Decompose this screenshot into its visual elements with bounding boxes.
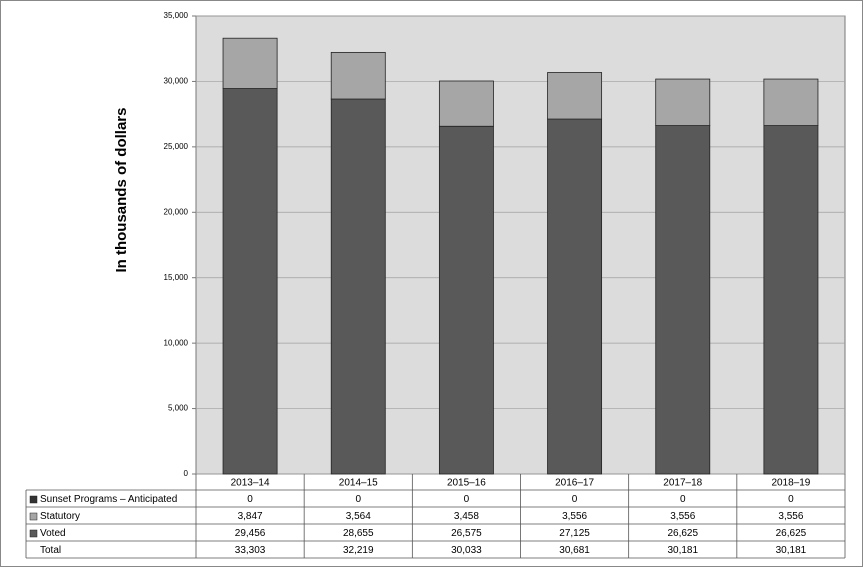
y-tick-label: 15,000: [164, 273, 189, 282]
table-value: 0: [680, 494, 686, 505]
x-tick-label: 2014–15: [339, 478, 378, 489]
total-value: 30,181: [667, 545, 698, 556]
table-value: 26,625: [667, 528, 698, 539]
total-label: Total: [40, 545, 61, 556]
bar-segment: [655, 78, 711, 126]
x-tick-label: 2016–17: [555, 478, 594, 489]
table-value: 26,625: [776, 528, 807, 539]
table-value: 0: [464, 494, 470, 505]
y-tick-label: 10,000: [164, 338, 189, 347]
x-tick-label: 2018–19: [771, 478, 810, 489]
table-value: 3,458: [454, 511, 479, 522]
bar-segment: [547, 118, 603, 475]
bar-segment: [222, 37, 278, 89]
y-tick-label: 5,000: [168, 404, 189, 413]
bar-segment: [330, 51, 386, 100]
table-value: 3,847: [238, 511, 263, 522]
table-value: 29,456: [235, 528, 266, 539]
total-value: 30,681: [559, 545, 590, 556]
total-value: 30,033: [451, 545, 482, 556]
total-value: 30,181: [776, 545, 807, 556]
bar-segment: [763, 78, 819, 126]
table-value: 26,575: [451, 528, 482, 539]
table-value: 3,556: [562, 511, 587, 522]
y-tick-label: 20,000: [164, 207, 189, 216]
y-tick-label: 25,000: [164, 142, 189, 151]
legend-label: Statutory: [40, 511, 80, 522]
table-value: 0: [572, 494, 578, 505]
table-value: 27,125: [559, 528, 590, 539]
x-tick-label: 2013–14: [231, 478, 270, 489]
bar-segment: [547, 72, 603, 120]
bar-segment: [222, 88, 278, 475]
bar-segment: [330, 98, 386, 475]
bar-segment: [438, 80, 494, 127]
table-value: 0: [247, 494, 253, 505]
legend-label: Voted: [40, 528, 66, 539]
table-value: 3,556: [670, 511, 695, 522]
x-tick-label: 2017–18: [663, 478, 702, 489]
table-value: 28,655: [343, 528, 374, 539]
plot-area: [195, 15, 846, 475]
table-value: 3,556: [778, 511, 803, 522]
bar-segment: [763, 125, 819, 475]
table-value: 0: [788, 494, 794, 505]
bar-segment: [438, 125, 494, 475]
total-value: 33,303: [235, 545, 266, 556]
legend-swatch: [29, 529, 38, 538]
bar-segment: [655, 125, 711, 475]
y-tick-label: 30,000: [164, 77, 189, 86]
table-value: 3,564: [346, 511, 371, 522]
table-value: 0: [355, 494, 361, 505]
y-tick-label: 35,000: [164, 11, 189, 20]
y-tick-label: 0: [184, 469, 189, 478]
x-tick-label: 2015–16: [447, 478, 486, 489]
legend-swatch: [29, 512, 38, 521]
total-value: 32,219: [343, 545, 374, 556]
legend-label: Sunset Programs – Anticipated: [40, 494, 177, 505]
y-axis-title: In thousands of dollars: [113, 107, 130, 272]
legend-swatch: [29, 495, 38, 504]
